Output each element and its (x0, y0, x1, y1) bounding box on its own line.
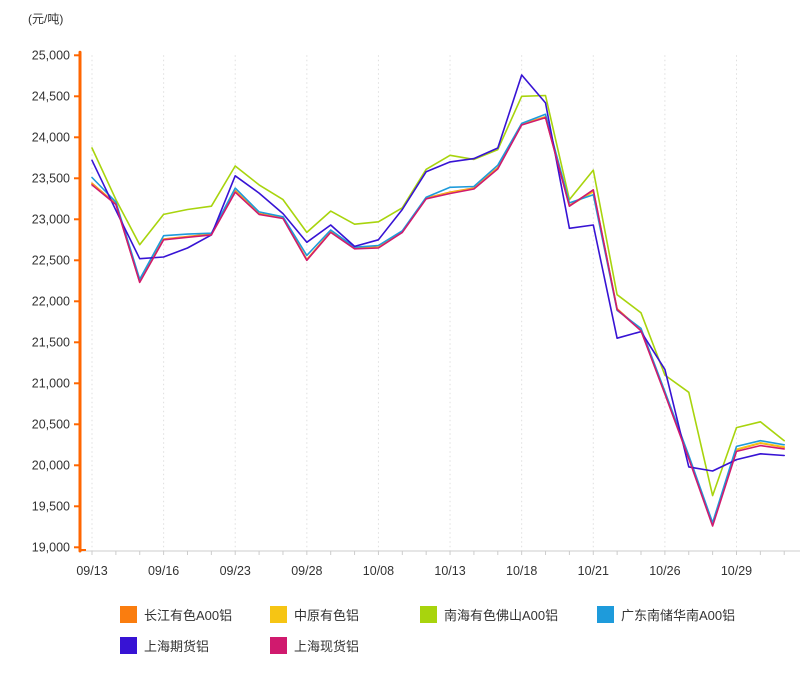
y-tick-label: 22,500 (32, 253, 70, 267)
legend-swatch (270, 636, 287, 654)
legend-label: 长江有色A00铝 (144, 607, 233, 623)
y-tick-label: 23,500 (32, 171, 70, 185)
series-line-4 (91, 74, 786, 472)
series-line-3 (91, 113, 786, 524)
legend-label: 南海有色佛山A00铝 (444, 607, 559, 623)
plot-area: 25,000 24,500 24,000 23,500 23,000 22,500 22,0… (32, 48, 800, 578)
legend-swatch (120, 605, 137, 623)
legend-label: 上海现货铝 (294, 638, 360, 654)
x-tick-label: 09/28 (291, 564, 322, 578)
legend-item-5[interactable]: 上海现货铝 (270, 636, 359, 654)
y-tick-label: 24,500 (32, 89, 70, 103)
y-tick-label: 20,500 (32, 417, 70, 431)
legend-swatch (120, 636, 137, 654)
series-line-1 (91, 116, 786, 526)
x-tick-label: 10/18 (506, 564, 537, 578)
legend-item-4[interactable]: 上海期货铝 (120, 636, 209, 654)
y-tick-label: 21,000 (32, 376, 70, 390)
legend-swatch (270, 605, 287, 623)
x-tick-label: 10/13 (434, 564, 465, 578)
legend-label: 广东南储华南A00铝 (621, 607, 736, 623)
x-tick-label: 09/23 (220, 564, 251, 578)
legend: 长江有色A00铝 中原有色铝 南海有色佛山A00铝 广东南储华南A00铝上海期货铝 上海… (0, 600, 808, 680)
legend-label: 中原有色铝 (294, 607, 360, 623)
x-tick-label: 09/16 (148, 564, 179, 578)
series-line-2 (91, 94, 786, 497)
series-line-0 (91, 116, 786, 525)
legend-swatch (420, 605, 437, 623)
x-tick-label: 10/26 (649, 564, 680, 578)
x-tick-label: 10/21 (578, 564, 609, 578)
y-tick-label: 21,500 (32, 335, 70, 349)
y-tick-label: 22,000 (32, 294, 70, 308)
legend-swatch (597, 605, 614, 623)
y-tick-label: 19,000 (32, 540, 70, 554)
y-tick-label: 23,000 (32, 212, 70, 226)
x-tick-label: 10/08 (363, 564, 394, 578)
y-tick-label: 24,000 (32, 130, 70, 144)
y-tick-label: 25,000 (32, 48, 70, 62)
x-tick-label: 10/29 (721, 564, 752, 578)
legend-label: 上海期货铝 (144, 638, 210, 654)
legend-item-3[interactable]: 广东南储华南A00铝 (597, 605, 735, 623)
y-tick-label: 19,500 (32, 499, 70, 513)
legend-item-0[interactable]: 长江有色A00铝 (120, 605, 232, 623)
legend-item-2[interactable]: 南海有色佛山A00铝 (420, 605, 558, 623)
y-tick-label: 20,000 (32, 458, 70, 472)
legend-item-1[interactable]: 中原有色铝 (270, 605, 359, 623)
x-tick-label: 09/13 (76, 564, 107, 578)
y-axis-unit-label: (元/吨) (28, 12, 64, 26)
series-line-5 (91, 116, 786, 527)
